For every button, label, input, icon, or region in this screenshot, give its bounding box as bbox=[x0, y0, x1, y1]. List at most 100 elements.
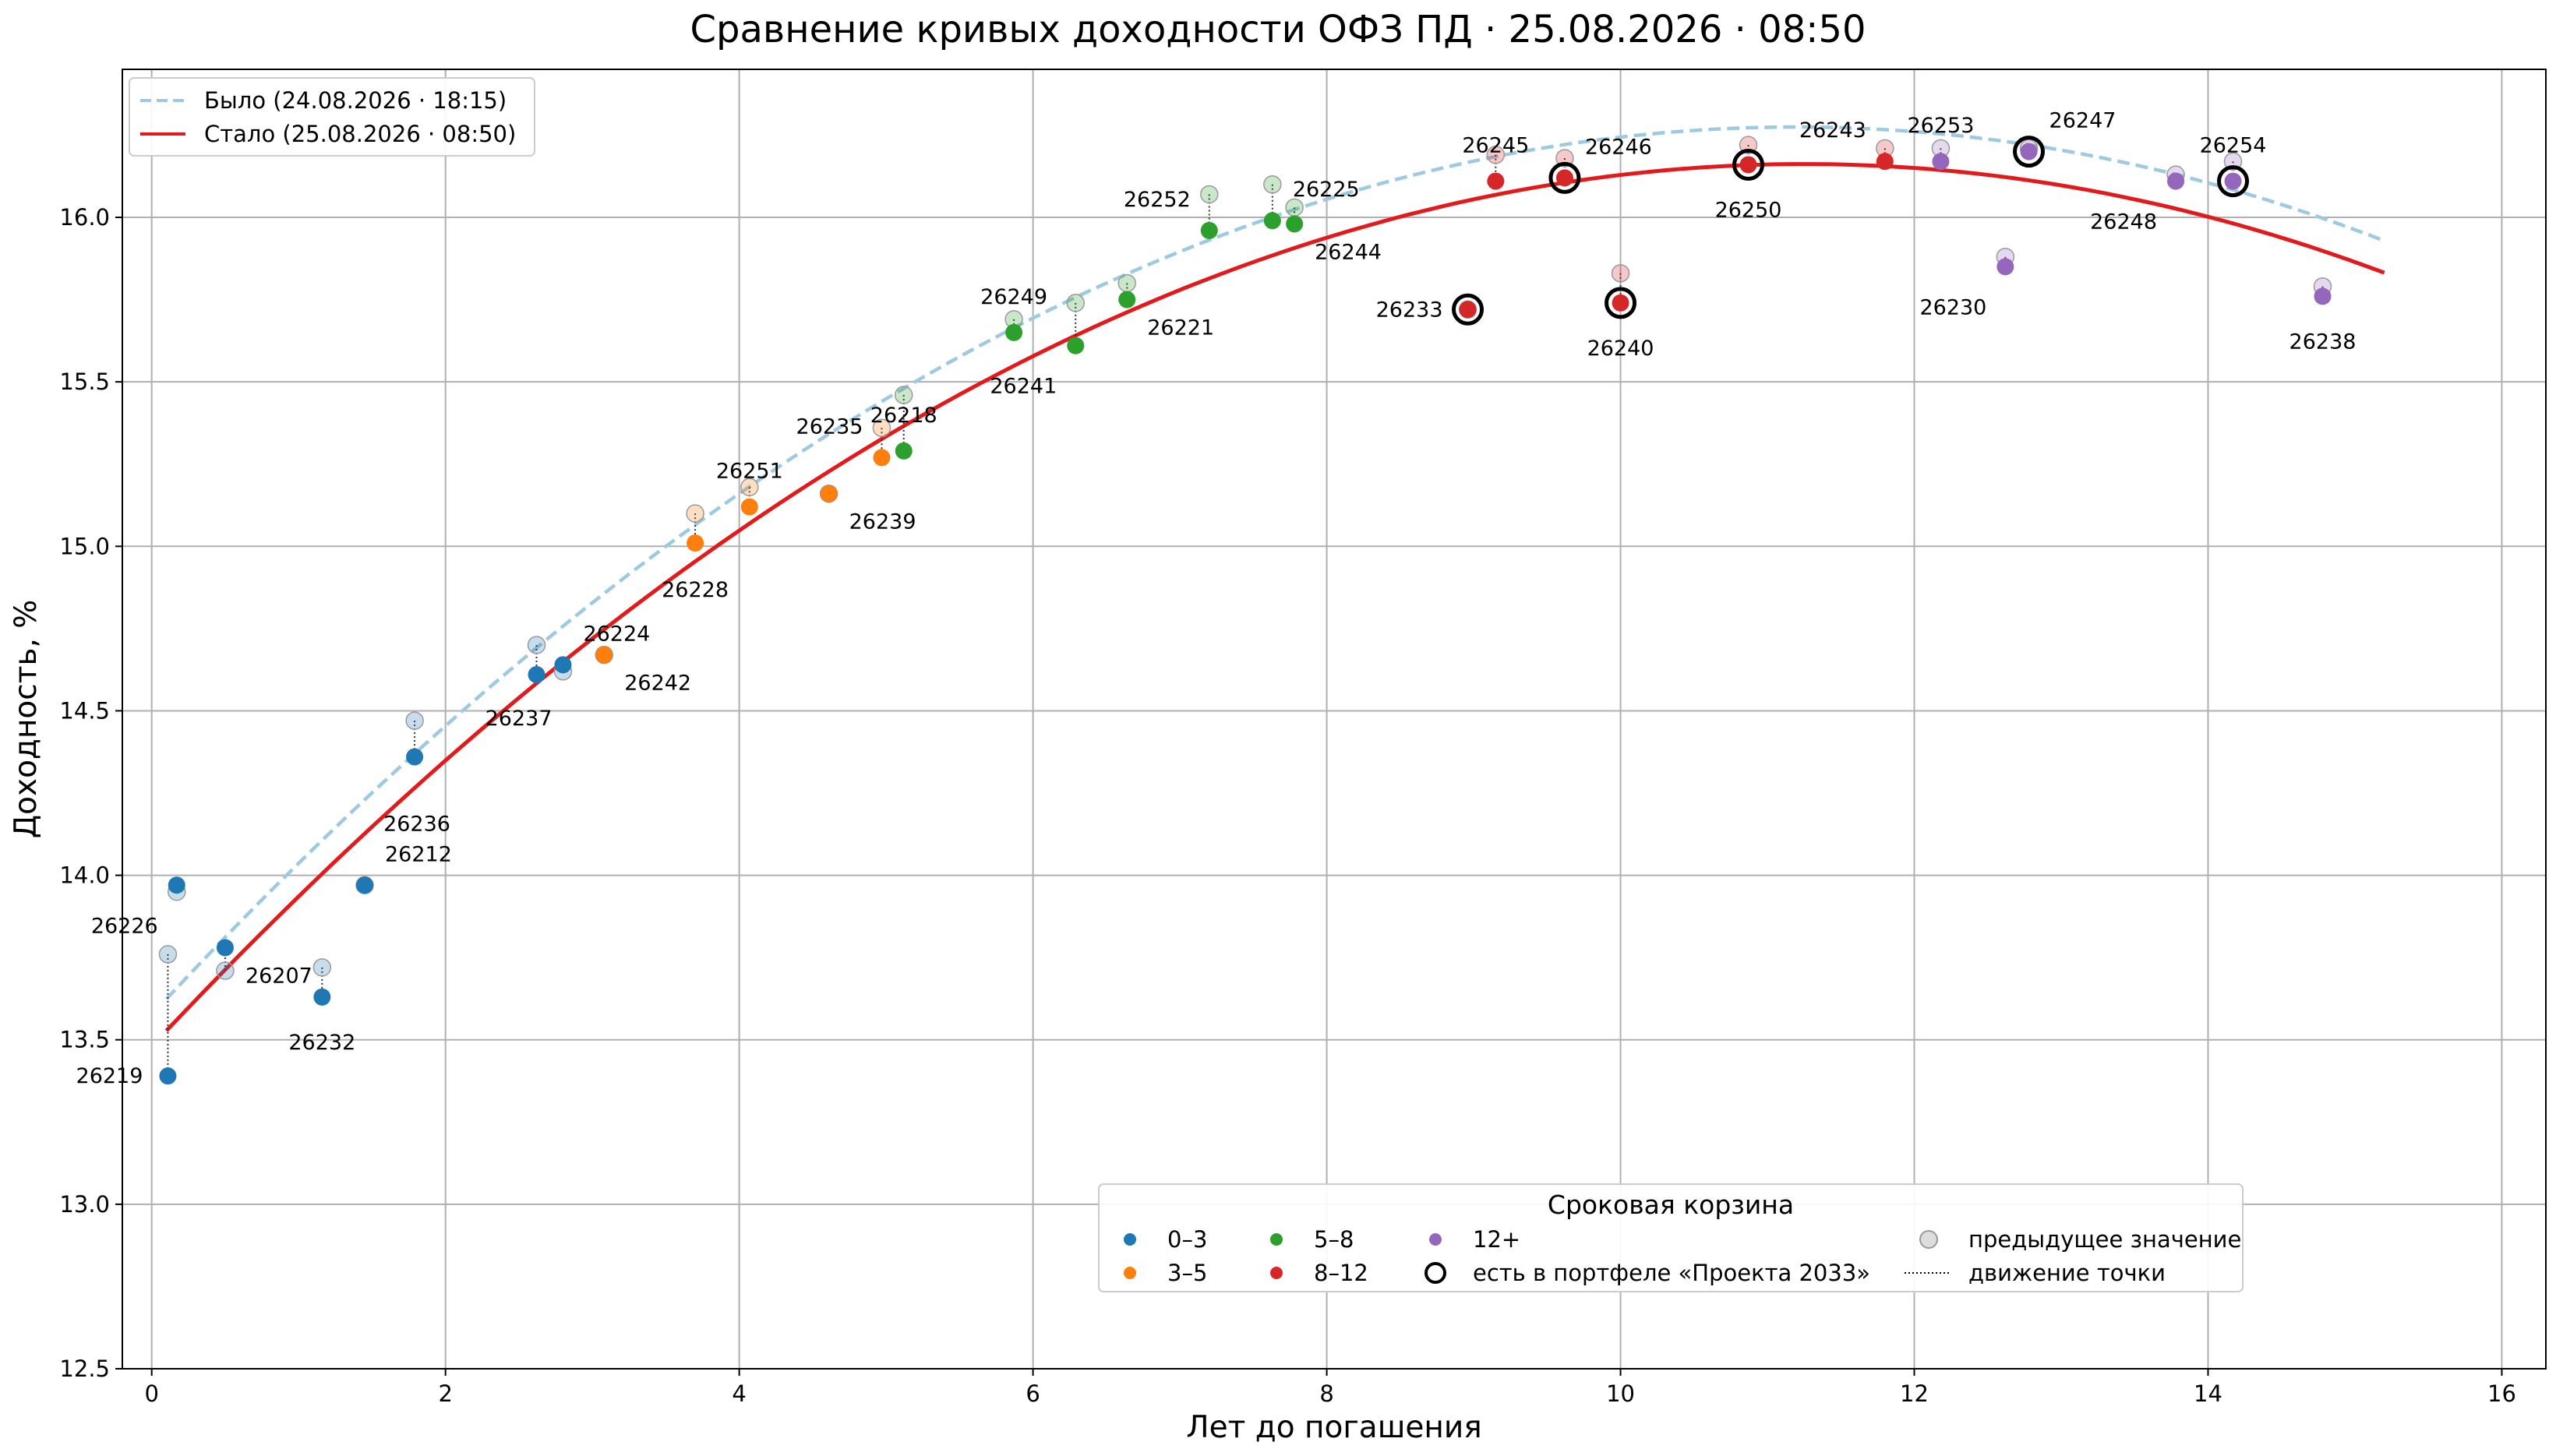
x-tick-label: 8 bbox=[1319, 1380, 1333, 1407]
previous-point-26235 bbox=[872, 418, 891, 438]
previous-point-26252 bbox=[1200, 185, 1219, 204]
portfolio-ring-26254 bbox=[2217, 165, 2250, 198]
x-axis-ticks: 0 2 4 6 8 10 12 14 16 bbox=[144, 1369, 2516, 1407]
point-label-26230: 26230 bbox=[1919, 295, 1986, 319]
point-26221 bbox=[1118, 291, 1136, 308]
point-label-26219: 26219 bbox=[76, 1064, 143, 1088]
point-label-26228: 26228 bbox=[662, 578, 729, 602]
point-label-26245: 26245 bbox=[1462, 134, 1529, 158]
point-26253 bbox=[1932, 153, 1950, 171]
previous-point-26254 bbox=[2223, 152, 2243, 171]
point-26236 bbox=[406, 748, 424, 766]
y-tick-label: 14.0 bbox=[59, 862, 110, 889]
previous-point-26237 bbox=[527, 636, 546, 654]
point-26225 bbox=[1263, 212, 1281, 230]
point-label-26248: 26248 bbox=[2090, 210, 2157, 234]
point-26240 bbox=[1612, 294, 1629, 312]
point-label-26225: 26225 bbox=[1293, 178, 1360, 202]
plot-frame bbox=[122, 69, 2547, 1370]
point-26251 bbox=[740, 498, 758, 516]
point-label-26238: 26238 bbox=[2289, 330, 2357, 354]
x-tick-label: 2 bbox=[438, 1380, 452, 1407]
legend-label-5-8: 5–8 bbox=[1314, 1226, 1354, 1253]
legend-label-after: Стало (25.08.2026 · 08:50) bbox=[204, 121, 516, 147]
point-26228 bbox=[687, 534, 704, 552]
chart-title: Сравнение кривых доходности ОФЗ ПД · 25.… bbox=[690, 8, 1866, 51]
point-26243 bbox=[1876, 153, 1894, 171]
previous-point-26225 bbox=[1263, 175, 1282, 194]
point-labels: 26219 26226 26207 26232 26212 26236 26237 26224… bbox=[76, 109, 2357, 1089]
x-tick-label: 4 bbox=[732, 1380, 746, 1407]
point-label-26242: 26242 bbox=[624, 672, 691, 696]
point-label-26212: 26212 bbox=[385, 842, 452, 866]
point-label-26253: 26253 bbox=[1907, 114, 1974, 138]
point-label-26239: 26239 bbox=[849, 510, 916, 534]
previous-point-26241 bbox=[1066, 294, 1086, 312]
legend-label-portfolio: есть в портфеле «Проекта 2033» bbox=[1473, 1260, 1870, 1286]
previous-point-26236 bbox=[405, 711, 424, 730]
point-label-26232: 26232 bbox=[288, 1031, 355, 1055]
point-label-26221: 26221 bbox=[1147, 316, 1214, 340]
previous-point-26245 bbox=[1486, 146, 1506, 164]
current-points bbox=[159, 136, 2332, 1085]
x-tick-label: 16 bbox=[2487, 1380, 2516, 1407]
point-label-26237: 26237 bbox=[485, 707, 553, 731]
point-label-26207: 26207 bbox=[245, 964, 312, 988]
curve-legend-box bbox=[129, 77, 535, 157]
x-tick-label: 0 bbox=[144, 1380, 158, 1407]
y-tick-label: 12.5 bbox=[59, 1356, 110, 1382]
point-26232 bbox=[313, 988, 331, 1006]
point-26230 bbox=[1996, 258, 2014, 276]
portfolio-ring-26233 bbox=[1452, 293, 1485, 326]
legend-label-0-3: 0–3 bbox=[1167, 1226, 1207, 1253]
legend-label-12plus: 12+ bbox=[1473, 1226, 1520, 1253]
point-label-26243: 26243 bbox=[1799, 118, 1866, 143]
y-tick-label: 15.0 bbox=[59, 533, 110, 559]
legend-marker-0-3 bbox=[1124, 1233, 1136, 1246]
previous-point-26221 bbox=[1117, 273, 1136, 293]
y-axis-title: Доходность, % bbox=[9, 600, 44, 839]
curve-after bbox=[164, 162, 2385, 1032]
point-label-26235: 26235 bbox=[796, 414, 863, 439]
point-26248 bbox=[2167, 172, 2185, 190]
portfolio-ring-26247 bbox=[2013, 136, 2046, 168]
legend-label-previous: предыдущее значение bbox=[1968, 1226, 2241, 1253]
point-26224 bbox=[554, 656, 572, 674]
x-axis-title: Лет до погашения bbox=[1186, 1410, 1481, 1445]
point-26207 bbox=[216, 939, 234, 957]
point-label-26226: 26226 bbox=[91, 914, 158, 938]
point-label-26218: 26218 bbox=[870, 404, 937, 428]
point-26212 bbox=[356, 876, 373, 894]
legend-marker-portfolio bbox=[1425, 1262, 1446, 1284]
point-label-26236: 26236 bbox=[383, 813, 450, 837]
x-tick-label: 12 bbox=[1900, 1380, 1929, 1407]
point-label-26249: 26249 bbox=[980, 285, 1047, 309]
point-label-26244: 26244 bbox=[1315, 240, 1382, 264]
previous-point-26250 bbox=[1739, 136, 1758, 154]
point-26247 bbox=[2020, 143, 2038, 160]
point-26242 bbox=[595, 646, 613, 664]
point-26254 bbox=[2224, 172, 2242, 190]
point-26252 bbox=[1200, 221, 1218, 239]
portfolio-ring-26250 bbox=[1732, 148, 1765, 181]
point-26244 bbox=[1286, 215, 1304, 233]
y-tick-label: 13.5 bbox=[59, 1027, 110, 1053]
point-26218 bbox=[895, 442, 913, 460]
y-tick-label: 14.5 bbox=[59, 697, 110, 724]
point-26239 bbox=[820, 485, 838, 502]
point-label-26250: 26250 bbox=[1715, 198, 1782, 222]
y-axis-ticks: 12.5 13.0 13.5 14.0 14.5 15.0 15.5 16.0 bbox=[59, 204, 122, 1382]
bucket-legend-title: Сроковая корзина bbox=[1548, 1190, 1794, 1220]
y-tick-label: 16.0 bbox=[59, 204, 110, 231]
legend-marker-12plus bbox=[1429, 1233, 1442, 1246]
x-tick-label: 6 bbox=[1026, 1380, 1040, 1407]
previous-point-26232 bbox=[312, 958, 332, 977]
point-label-26254: 26254 bbox=[2200, 134, 2267, 158]
previous-point-26246 bbox=[1555, 149, 1574, 167]
point-label-26241: 26241 bbox=[990, 375, 1057, 399]
point-label-26246: 26246 bbox=[1585, 135, 1652, 159]
legend-marker-5-8 bbox=[1270, 1233, 1283, 1246]
previous-point-26218 bbox=[894, 386, 913, 404]
legend-marker-8-12 bbox=[1270, 1267, 1283, 1279]
point-26233 bbox=[1459, 301, 1477, 319]
